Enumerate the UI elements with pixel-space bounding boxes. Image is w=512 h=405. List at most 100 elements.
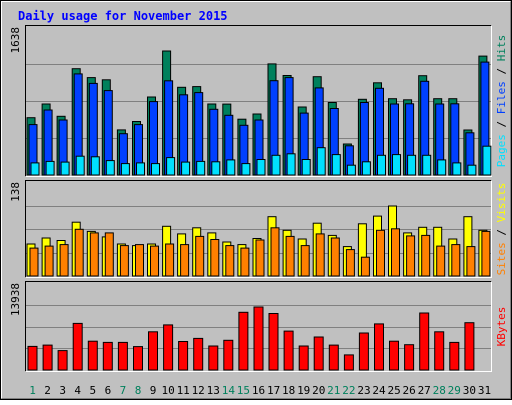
panel-border-top <box>25 25 492 177</box>
day-label-25: 25 <box>387 384 400 397</box>
bar-pages-day-3 <box>60 161 70 176</box>
side-label-part: Hits <box>495 35 508 62</box>
day-label-30: 30 <box>463 384 476 397</box>
day-label-15: 15 <box>237 384 250 397</box>
day-label-21: 21 <box>327 384 340 397</box>
bar-sites-day-9 <box>150 245 159 277</box>
bar-pages-day-24 <box>377 154 386 176</box>
day-label-16: 16 <box>252 384 265 397</box>
panel-max-label: 13938 <box>9 283 22 316</box>
bar-kbytes-day-17 <box>268 313 279 371</box>
side-label-part: / <box>495 61 508 81</box>
side-label-part: Pages <box>495 134 508 167</box>
day-label-19: 19 <box>297 384 310 397</box>
bar-pages-day-9 <box>151 163 160 176</box>
bar-kbytes-day-12 <box>193 337 204 371</box>
day-label-10: 10 <box>161 384 174 397</box>
side-label-part: KBytes <box>495 307 508 347</box>
panel-border-bottom <box>25 180 492 278</box>
bar-kbytes-day-15 <box>238 311 249 371</box>
day-label-9: 9 <box>150 384 157 397</box>
bar-kbytes-day-18 <box>283 330 294 371</box>
bar-sites-day-15 <box>240 247 250 277</box>
day-label-26: 26 <box>402 384 415 397</box>
panel-border-top <box>25 180 492 278</box>
day-label-29: 29 <box>448 384 461 397</box>
bar-sites-day-18 <box>285 235 295 277</box>
bar-kbytes-day-14 <box>223 339 234 371</box>
bar-pages-day-4 <box>75 155 85 176</box>
bar-sites-day-26 <box>406 235 416 277</box>
bar-sites-day-27 <box>421 234 431 277</box>
bar-sites-day-24 <box>376 229 385 277</box>
bar-kbytes-day-24 <box>374 323 384 371</box>
bar-kbytes-day-26 <box>404 344 415 371</box>
bar-pages-day-1 <box>30 162 40 176</box>
bar-pages-day-7 <box>120 163 130 176</box>
bar-sites-day-4 <box>74 228 84 277</box>
day-label-12: 12 <box>192 384 205 397</box>
bar-kbytes-day-29 <box>449 341 460 371</box>
bar-kbytes-day-16 <box>253 306 264 371</box>
bar-sites-day-2 <box>44 245 54 277</box>
bar-pages-day-22 <box>346 164 356 176</box>
bar-kbytes-day-30 <box>464 322 475 371</box>
bar-kbytes-day-23 <box>358 332 369 371</box>
side-label-part: Visits <box>495 183 508 223</box>
day-label-17: 17 <box>267 384 280 397</box>
bar-kbytes-day-3 <box>57 350 68 371</box>
bar-sites-day-1 <box>29 247 39 277</box>
bar-kbytes-day-10 <box>163 324 174 371</box>
frame-shadow <box>1 1 511 399</box>
day-label-14: 14 <box>222 384 236 397</box>
bar-pages-day-5 <box>90 156 100 176</box>
bar-pages-day-8 <box>136 162 145 176</box>
bar-sites-day-28 <box>436 245 446 277</box>
day-label-27: 27 <box>418 384 431 397</box>
bar-sites-day-5 <box>89 232 99 277</box>
bar-kbytes-day-28 <box>434 331 445 371</box>
day-label-8: 8 <box>135 384 142 397</box>
bar-sites-day-8 <box>135 244 144 277</box>
bar-sites-day-14 <box>225 245 235 277</box>
bar-pages-day-29 <box>452 162 462 176</box>
bar-kbytes-day-5 <box>87 340 98 371</box>
bar-kbytes-day-21 <box>328 344 339 371</box>
day-label-2: 2 <box>44 384 51 397</box>
bar-sites-day-29 <box>451 244 461 277</box>
bar-pages-day-13 <box>211 161 221 176</box>
chart-title: Daily usage for November 2015 <box>18 9 228 23</box>
day-label-3: 3 <box>59 384 66 397</box>
bar-kbytes-day-11 <box>178 341 189 371</box>
panel-kbytes: 13938 KBytes <box>9 281 508 372</box>
bar-pages-day-31 <box>482 145 492 176</box>
bar-sites-day-13 <box>210 239 220 277</box>
panel-border-top <box>25 281 492 372</box>
bar-pages-day-10 <box>166 157 176 176</box>
side-label-part: / <box>495 114 508 134</box>
day-label-5: 5 <box>89 384 96 397</box>
panel-side-label: KBytes <box>495 307 508 347</box>
bar-kbytes-day-20 <box>313 336 324 371</box>
bar-kbytes-day-19 <box>298 345 309 371</box>
bar-pages-day-27 <box>422 154 432 176</box>
bar-sites-day-30 <box>466 246 476 277</box>
bar-sites-day-17 <box>270 227 280 277</box>
day-label-1: 1 <box>29 384 36 397</box>
panel-side-label: Pages / Files / Hits <box>495 35 508 168</box>
bar-sites-day-12 <box>195 235 205 277</box>
bar-kbytes-day-8 <box>133 346 143 371</box>
bar-pages-day-25 <box>392 154 401 176</box>
day-label-6: 6 <box>105 384 112 397</box>
bar-pages-day-28 <box>437 159 447 176</box>
panel-border-bottom <box>25 25 492 177</box>
bar-kbytes-day-2 <box>42 344 53 371</box>
bar-kbytes-day-13 <box>208 345 219 371</box>
bar-kbytes-day-25 <box>389 340 399 371</box>
bar-sites-day-7 <box>119 245 129 277</box>
bar-sites-day-23 <box>360 256 370 277</box>
bar-sites-day-22 <box>345 249 355 277</box>
bar-kbytes-day-27 <box>419 312 430 371</box>
bar-sites-day-16 <box>255 239 265 277</box>
